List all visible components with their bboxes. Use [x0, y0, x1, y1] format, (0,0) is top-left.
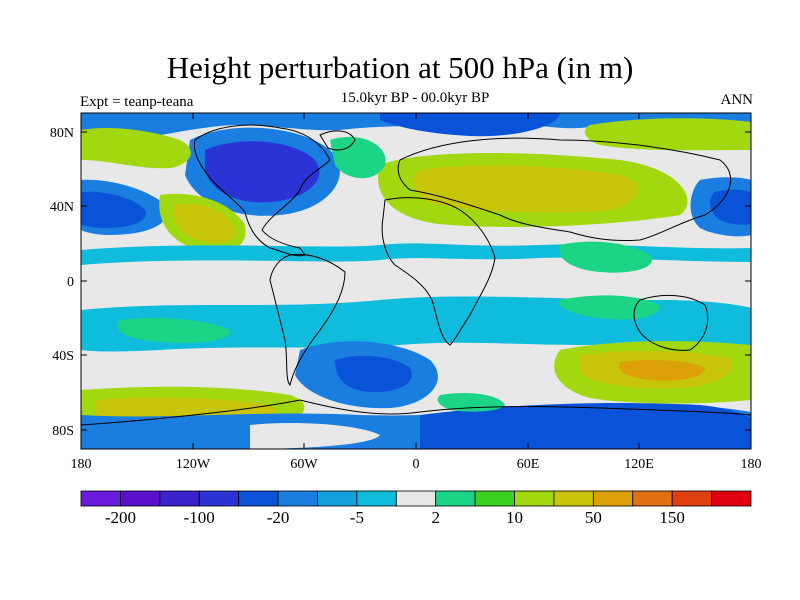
colorbar [80, 490, 752, 507]
colorbar-swatch [277, 490, 318, 507]
colorbar-swatch [671, 490, 712, 507]
colorbar-swatch [80, 490, 121, 507]
colorbar-label: -200 [105, 508, 136, 527]
contour-north-polar-core [380, 113, 560, 137]
contour-europe-ridge-core [412, 165, 639, 213]
south-america-outline [269, 253, 346, 386]
lon-label: 180 [71, 457, 92, 472]
colorbar-swatch [120, 490, 161, 507]
colorbar-label: 10 [506, 508, 523, 527]
colorbar-labels: -200 -100 -20 -5 2 10 50 150 [105, 508, 685, 527]
africa-outline [381, 197, 496, 346]
contour-indian-ridge-peak [619, 360, 705, 381]
colorbar-swatch [711, 490, 752, 507]
contour-pacific-subtrop-core [174, 203, 236, 244]
lon-label: 120E [624, 457, 654, 472]
map-subtitle: 15.0kyr BP - 00.0kyr BP [340, 90, 490, 106]
australia-outline [633, 295, 709, 351]
contour-wpacific-low-core [81, 191, 146, 228]
contour-south-green-west [117, 318, 231, 343]
page-title: Height perturbation at 500 hPa (in m) [166, 50, 634, 85]
colorbar-label: -100 [184, 508, 215, 527]
colorbar-swatch [514, 490, 555, 507]
contour-west-ridge [81, 128, 191, 169]
colorbar-label: -5 [350, 508, 364, 527]
lon-label: 60E [517, 457, 540, 472]
season-label: ANN [720, 92, 754, 108]
colorbar-swatch [553, 490, 594, 507]
map-ticks [81, 113, 751, 449]
north-america-outline [193, 124, 331, 257]
colorbar-swatch [317, 490, 358, 507]
eurasia-outline [397, 137, 732, 241]
lon-label: 180 [741, 457, 762, 472]
colorbar-swatch [474, 490, 515, 507]
colorbar-label: 2 [431, 508, 440, 527]
contour-npacific-ridge [584, 118, 751, 151]
contour-satlantic-low-core [335, 355, 412, 392]
colorbar-swatch [632, 490, 673, 507]
colorbar-swatch [435, 490, 476, 507]
lon-label: 0 [413, 457, 420, 472]
greenland-outline [319, 130, 356, 151]
antarctica-outline [81, 399, 751, 426]
contour-indonesia-green [559, 241, 652, 273]
lon-label: 120W [176, 457, 211, 472]
contour-atlantic-green [330, 136, 386, 179]
experiment-label: Expt = teanp-teana [80, 94, 194, 110]
colorbar-swatch [356, 490, 397, 507]
lon-label: 60W [290, 457, 318, 472]
colorbar-label: 150 [659, 508, 685, 527]
colorbar-label: 50 [585, 508, 602, 527]
lat-label: 40S [52, 349, 74, 364]
lat-label: 40N [50, 200, 74, 215]
contour-field [81, 113, 751, 449]
colorbar-swatch [198, 490, 240, 507]
colorbar-swatch [159, 490, 200, 507]
lat-label: 80S [52, 424, 74, 439]
colorbar-swatch [395, 490, 437, 507]
colorbar-swatch [592, 490, 634, 507]
contour-antarctic-core [420, 403, 751, 449]
lat-label: 80N [50, 126, 74, 141]
contour-antarctic-neutral [250, 423, 380, 449]
colorbar-swatch [238, 490, 279, 507]
coastlines [81, 124, 751, 426]
contour-north-polar [81, 113, 751, 150]
colorbar-label: -20 [267, 508, 290, 527]
contour-namerica-core [205, 141, 320, 203]
lat-label: 0 [67, 275, 74, 290]
contour-epacific-low-core [709, 189, 751, 225]
contour-south-green-east [559, 295, 661, 320]
